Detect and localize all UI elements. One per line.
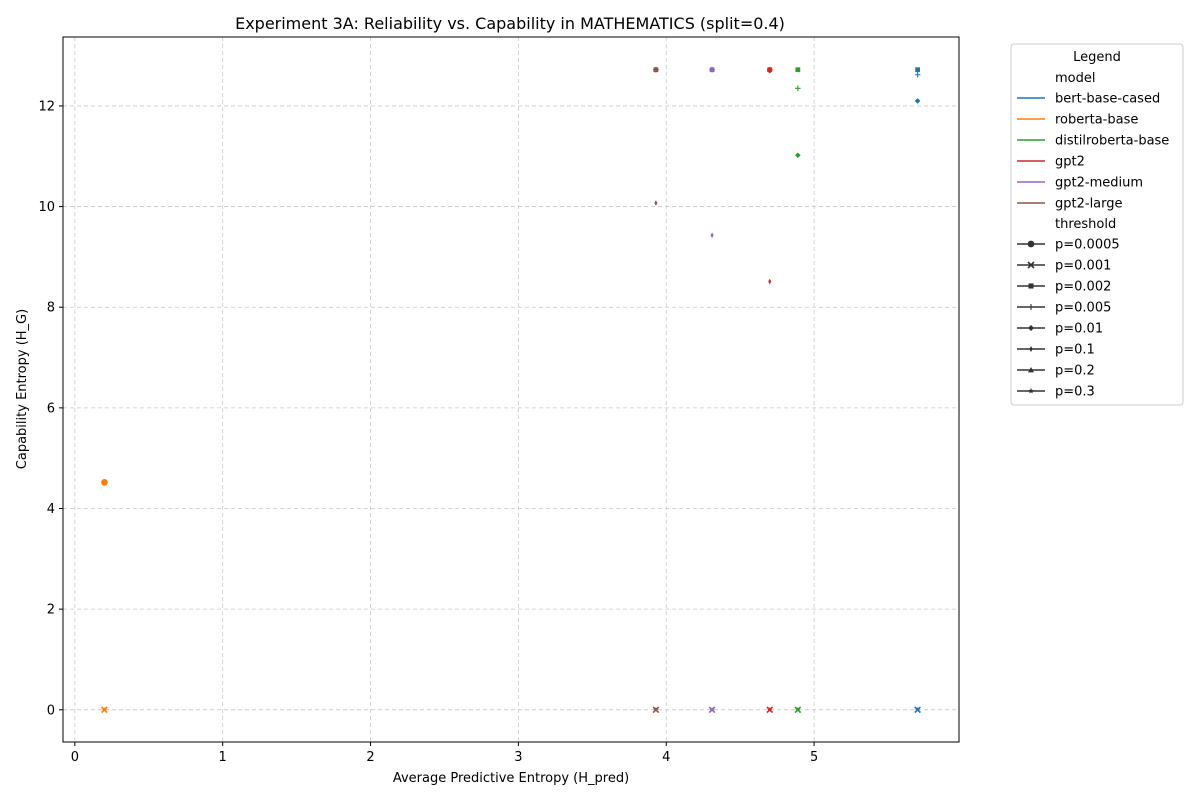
data-point [709,706,715,713]
legend-threshold-marker [1028,304,1034,310]
legend-model-label: roberta-base [1055,113,1138,128]
y-tick-label: 2 [47,603,55,618]
legend: Legend model bert-base-cased roberta-base… [1010,43,1184,406]
legend-threshold-header: threshold [1055,217,1116,232]
legend-threshold-label: p=0.0005 [1055,238,1120,253]
y-tick-label: 4 [47,502,55,517]
y-tick-label: 12 [38,99,55,114]
legend-threshold-marker [1028,325,1034,331]
data-point [914,71,921,78]
x-tick-label: 1 [219,750,227,765]
legend-models: bert-base-cased roberta-base distilroberta… [1017,92,1169,212]
x-tick-label: 0 [71,750,79,765]
legend-threshold-label: p=0.01 [1055,322,1103,337]
data-point [653,706,659,713]
legend-model-label: gpt2-medium [1055,176,1143,191]
y-axis-ticks: 0 2 4 6 8 10 12 [38,99,63,718]
legend-title: Legend [1073,50,1121,65]
legend-threshold-label: p=0.002 [1055,280,1111,295]
plot-frame [62,36,960,743]
y-tick-label: 6 [47,401,55,416]
legend-threshold-label: p=0.1 [1055,343,1095,358]
legend-threshold-marker [1028,388,1034,394]
x-tick-label: 4 [662,750,670,765]
data-point [768,278,772,285]
y-tick-label: 10 [38,200,55,215]
data-point [766,67,773,74]
legend-model-label: distilroberta-base [1055,134,1169,149]
y-tick-label: 0 [47,703,55,718]
data-point [795,67,801,73]
y-axis-label: Capability Entropy (H_G) [15,309,30,469]
legend-model-label: gpt2-large [1055,197,1123,212]
legend-threshold-marker [1027,240,1035,248]
data-point [795,152,801,159]
grid [63,37,959,742]
x-tick-label: 2 [366,750,374,765]
legend-thresholds: p=0.0005 p=0.001 p=0.002 p=0.005 p=0.01 p=0.1… [1017,238,1120,400]
legend-threshold-marker [1028,283,1034,289]
legend-threshold-marker [1027,261,1035,269]
data-point [914,98,921,104]
data-point [795,85,801,92]
data-point [795,706,801,713]
legend-threshold-label: p=0.005 [1055,301,1111,316]
data-point [709,66,715,73]
legend-threshold-label: p=0.3 [1055,385,1095,400]
legend-threshold-label: p=0.001 [1055,259,1111,274]
data-point [710,232,714,239]
legend-model-label: gpt2 [1055,155,1085,170]
legend-threshold-label: p=0.2 [1055,364,1095,379]
data-points [100,66,921,714]
data-point [101,706,108,713]
data-point [654,200,658,206]
legend-threshold-marker [1029,346,1033,352]
x-axis-ticks: 0 1 2 3 4 5 [71,742,818,765]
legend-model-label: bert-base-cased [1055,92,1160,107]
data-point [653,66,659,73]
x-tick-label: 3 [514,750,522,765]
data-point [767,706,773,713]
x-tick-label: 5 [810,750,818,765]
y-tick-label: 8 [47,301,55,316]
legend-model-header: model [1055,71,1095,86]
legend-threshold-marker [1028,367,1034,373]
chart-title: Experiment 3A: Reliability vs. Capabilit… [235,14,785,33]
data-point [915,67,920,73]
legend-box [1010,43,1184,406]
data-point [100,478,108,486]
x-axis-label: Average Predictive Entropy (H_pred) [393,771,629,786]
data-point [914,706,921,713]
